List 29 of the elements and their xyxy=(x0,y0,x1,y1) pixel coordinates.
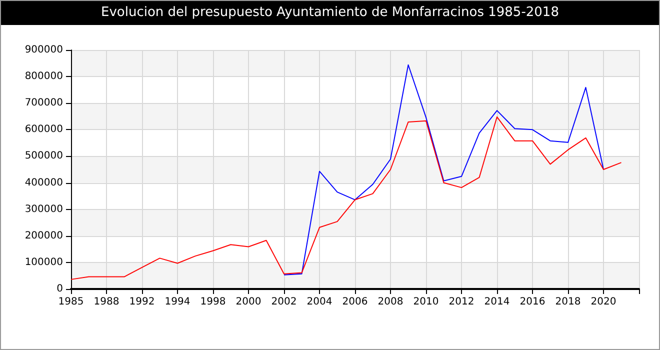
x-tick-label: 2016 xyxy=(520,296,546,308)
x-tick-label: 1992 xyxy=(129,296,155,308)
line-series xyxy=(70,116,622,280)
x-tick-label: 2012 xyxy=(448,296,474,308)
y-tick-label: 400000 xyxy=(24,177,63,188)
y-tick-label: 700000 xyxy=(24,98,63,109)
x-tick-label: 2002 xyxy=(271,296,297,308)
y-tick-label: 800000 xyxy=(24,71,63,82)
y-tick-label: 300000 xyxy=(24,204,63,215)
x-tick-label: 2014 xyxy=(484,296,510,308)
x-tick-label: 2010 xyxy=(413,296,439,308)
y-tick-label: 200000 xyxy=(24,230,63,242)
y-tick-label: 500000 xyxy=(24,150,63,162)
x-tick-label: 2020 xyxy=(590,296,616,308)
x-tick-label: 2018 xyxy=(555,296,581,308)
y-tick-label: 0 xyxy=(56,284,63,294)
y-tick-label: 100000 xyxy=(24,256,63,268)
x-tick-label: 1985 xyxy=(58,296,84,308)
line-series xyxy=(284,64,604,276)
x-tick-label: 2008 xyxy=(378,296,404,308)
x-tick-label: 1998 xyxy=(200,296,226,308)
chart-title: Evolucion del presupuesto Ayuntamiento de Monfarracinos 1985-2018 xyxy=(1,1,659,25)
x-tick-label: 2004 xyxy=(306,296,332,308)
y-tick-label: 900000 xyxy=(24,44,63,56)
y-tick-label: 600000 xyxy=(24,124,63,136)
x-tick-label: 2006 xyxy=(342,296,368,308)
x-tick-label: 2000 xyxy=(236,296,262,308)
x-tick-label: 1988 xyxy=(94,296,120,308)
x-tick-label: 1994 xyxy=(164,296,190,308)
